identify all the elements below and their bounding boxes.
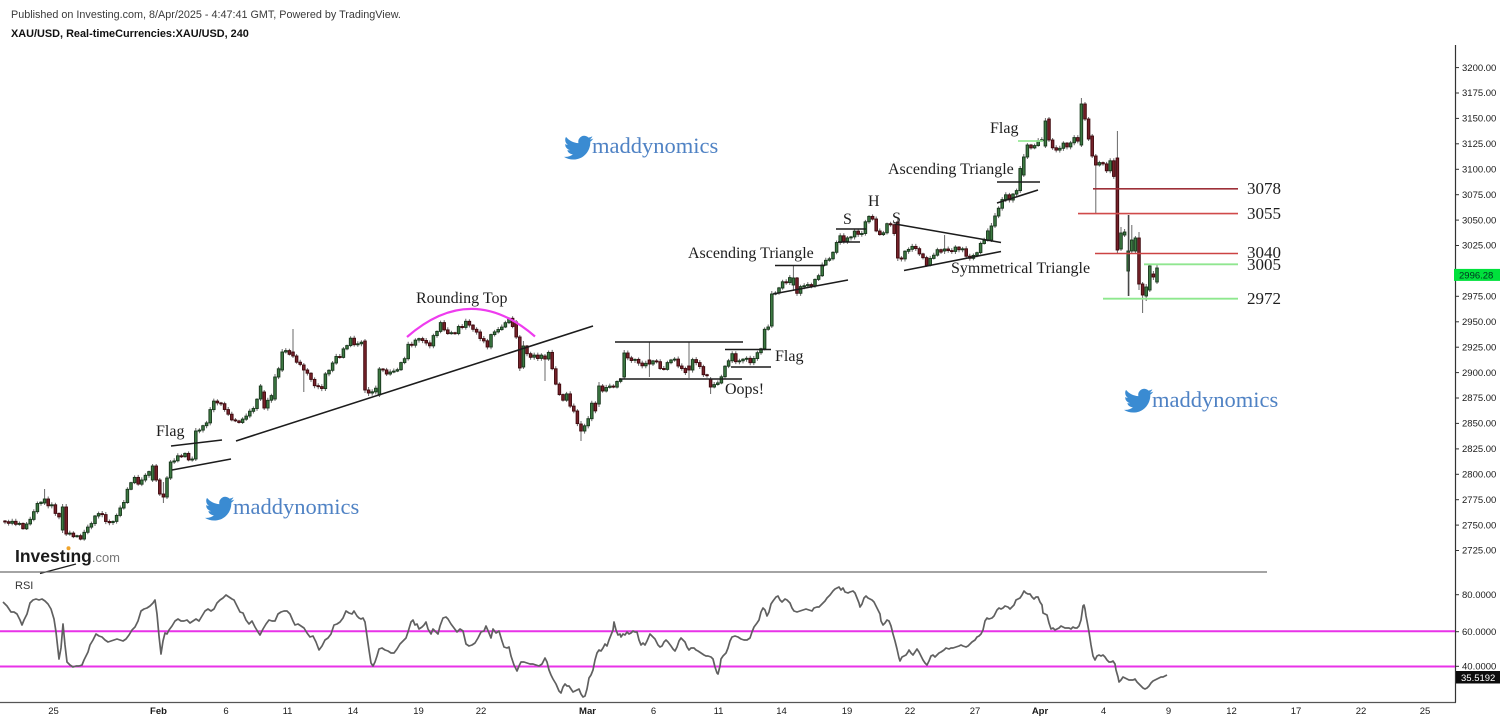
- svg-text:2996.28: 2996.28: [1459, 270, 1493, 281]
- svg-text:Ascending Triangle: Ascending Triangle: [888, 161, 1014, 178]
- svg-text:Flag: Flag: [990, 120, 1018, 137]
- svg-text:17: 17: [1291, 706, 1302, 717]
- svg-text:2875.00: 2875.00: [1462, 393, 1496, 404]
- svg-text:80.0000: 80.0000: [1462, 590, 1496, 601]
- svg-text:14: 14: [776, 706, 787, 717]
- svg-text:2972: 2972: [1247, 289, 1281, 308]
- svg-text:3025.00: 3025.00: [1462, 241, 1496, 252]
- svg-text:3078: 3078: [1247, 179, 1281, 198]
- svg-text:maddynomics: maddynomics: [233, 494, 359, 519]
- svg-text:40.0000: 40.0000: [1462, 662, 1496, 673]
- svg-text:3005: 3005: [1247, 255, 1281, 274]
- svg-text:Symmetrical Triangle: Symmetrical Triangle: [951, 260, 1090, 277]
- svg-text:22: 22: [1356, 706, 1367, 717]
- svg-text:60.0000: 60.0000: [1462, 627, 1496, 638]
- svg-text:2775.00: 2775.00: [1462, 495, 1496, 506]
- svg-text:Apr: Apr: [1032, 706, 1049, 717]
- svg-text:4: 4: [1101, 706, 1106, 717]
- svg-text:2900.00: 2900.00: [1462, 368, 1496, 379]
- svg-text:11: 11: [283, 706, 293, 717]
- svg-text:XAU/USD, Real-timeCurrencies:X: XAU/USD, Real-timeCurrencies:XAU/USD, 24…: [11, 28, 249, 40]
- svg-text:Feb: Feb: [150, 706, 167, 717]
- svg-text:3040: 3040: [1247, 243, 1281, 262]
- svg-text:14: 14: [348, 706, 359, 717]
- svg-text:S: S: [843, 211, 852, 228]
- svg-text:3075.00: 3075.00: [1462, 190, 1496, 201]
- svg-text:3050.00: 3050.00: [1462, 215, 1496, 226]
- svg-text:35.5192: 35.5192: [1461, 673, 1495, 684]
- svg-text:11: 11: [714, 706, 724, 717]
- svg-text:Oops!: Oops!: [725, 381, 764, 398]
- svg-text:maddynomics: maddynomics: [1152, 387, 1278, 412]
- svg-text:H: H: [868, 193, 880, 210]
- svg-text:3100.00: 3100.00: [1462, 165, 1496, 176]
- svg-text:25: 25: [1420, 706, 1431, 717]
- svg-text:Flag: Flag: [775, 348, 803, 365]
- svg-text:Published on Investing.com, 8/: Published on Investing.com, 8/Apr/2025 -…: [11, 9, 401, 21]
- svg-text:RSI: RSI: [15, 580, 33, 592]
- svg-text:Ascending Triangle: Ascending Triangle: [688, 245, 814, 262]
- svg-text:22: 22: [476, 706, 487, 717]
- svg-text:Rounding Top: Rounding Top: [416, 290, 507, 307]
- svg-text:2825.00: 2825.00: [1462, 444, 1496, 455]
- svg-text:19: 19: [413, 706, 424, 717]
- svg-text:2800.00: 2800.00: [1462, 470, 1496, 481]
- svg-text:maddynomics: maddynomics: [592, 133, 718, 158]
- svg-text:2925.00: 2925.00: [1462, 342, 1496, 353]
- svg-text:3175.00: 3175.00: [1462, 88, 1496, 99]
- svg-text:19: 19: [842, 706, 853, 717]
- svg-text:3200.00: 3200.00: [1462, 63, 1496, 74]
- svg-text:2750.00: 2750.00: [1462, 520, 1496, 531]
- svg-text:Investıng.com: Investıng.com: [15, 546, 120, 566]
- svg-text:6: 6: [223, 706, 228, 717]
- svg-text:Flag: Flag: [156, 423, 184, 440]
- svg-text:2725.00: 2725.00: [1462, 546, 1496, 557]
- svg-text:Mar: Mar: [579, 706, 596, 717]
- svg-text:S: S: [892, 210, 901, 227]
- svg-text:3150.00: 3150.00: [1462, 114, 1496, 125]
- svg-text:2975.00: 2975.00: [1462, 292, 1496, 303]
- svg-text:9: 9: [1166, 706, 1171, 717]
- svg-text:12: 12: [1226, 706, 1237, 717]
- svg-text:3125.00: 3125.00: [1462, 139, 1496, 150]
- svg-text:2850.00: 2850.00: [1462, 419, 1496, 430]
- svg-text:2950.00: 2950.00: [1462, 317, 1496, 328]
- svg-text:3055: 3055: [1247, 204, 1281, 223]
- svg-text:22: 22: [905, 706, 916, 717]
- svg-text:25: 25: [48, 706, 59, 717]
- svg-text:27: 27: [970, 706, 981, 717]
- svg-text:6: 6: [651, 706, 656, 717]
